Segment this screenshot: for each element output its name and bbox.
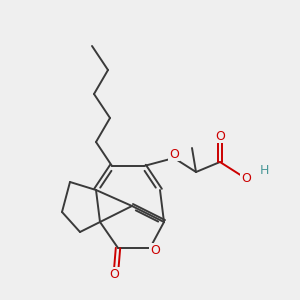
Text: H: H <box>259 164 269 176</box>
Text: O: O <box>150 244 160 256</box>
Text: O: O <box>109 268 119 281</box>
Text: O: O <box>215 130 225 142</box>
Text: O: O <box>169 148 179 160</box>
Text: O: O <box>241 172 251 184</box>
